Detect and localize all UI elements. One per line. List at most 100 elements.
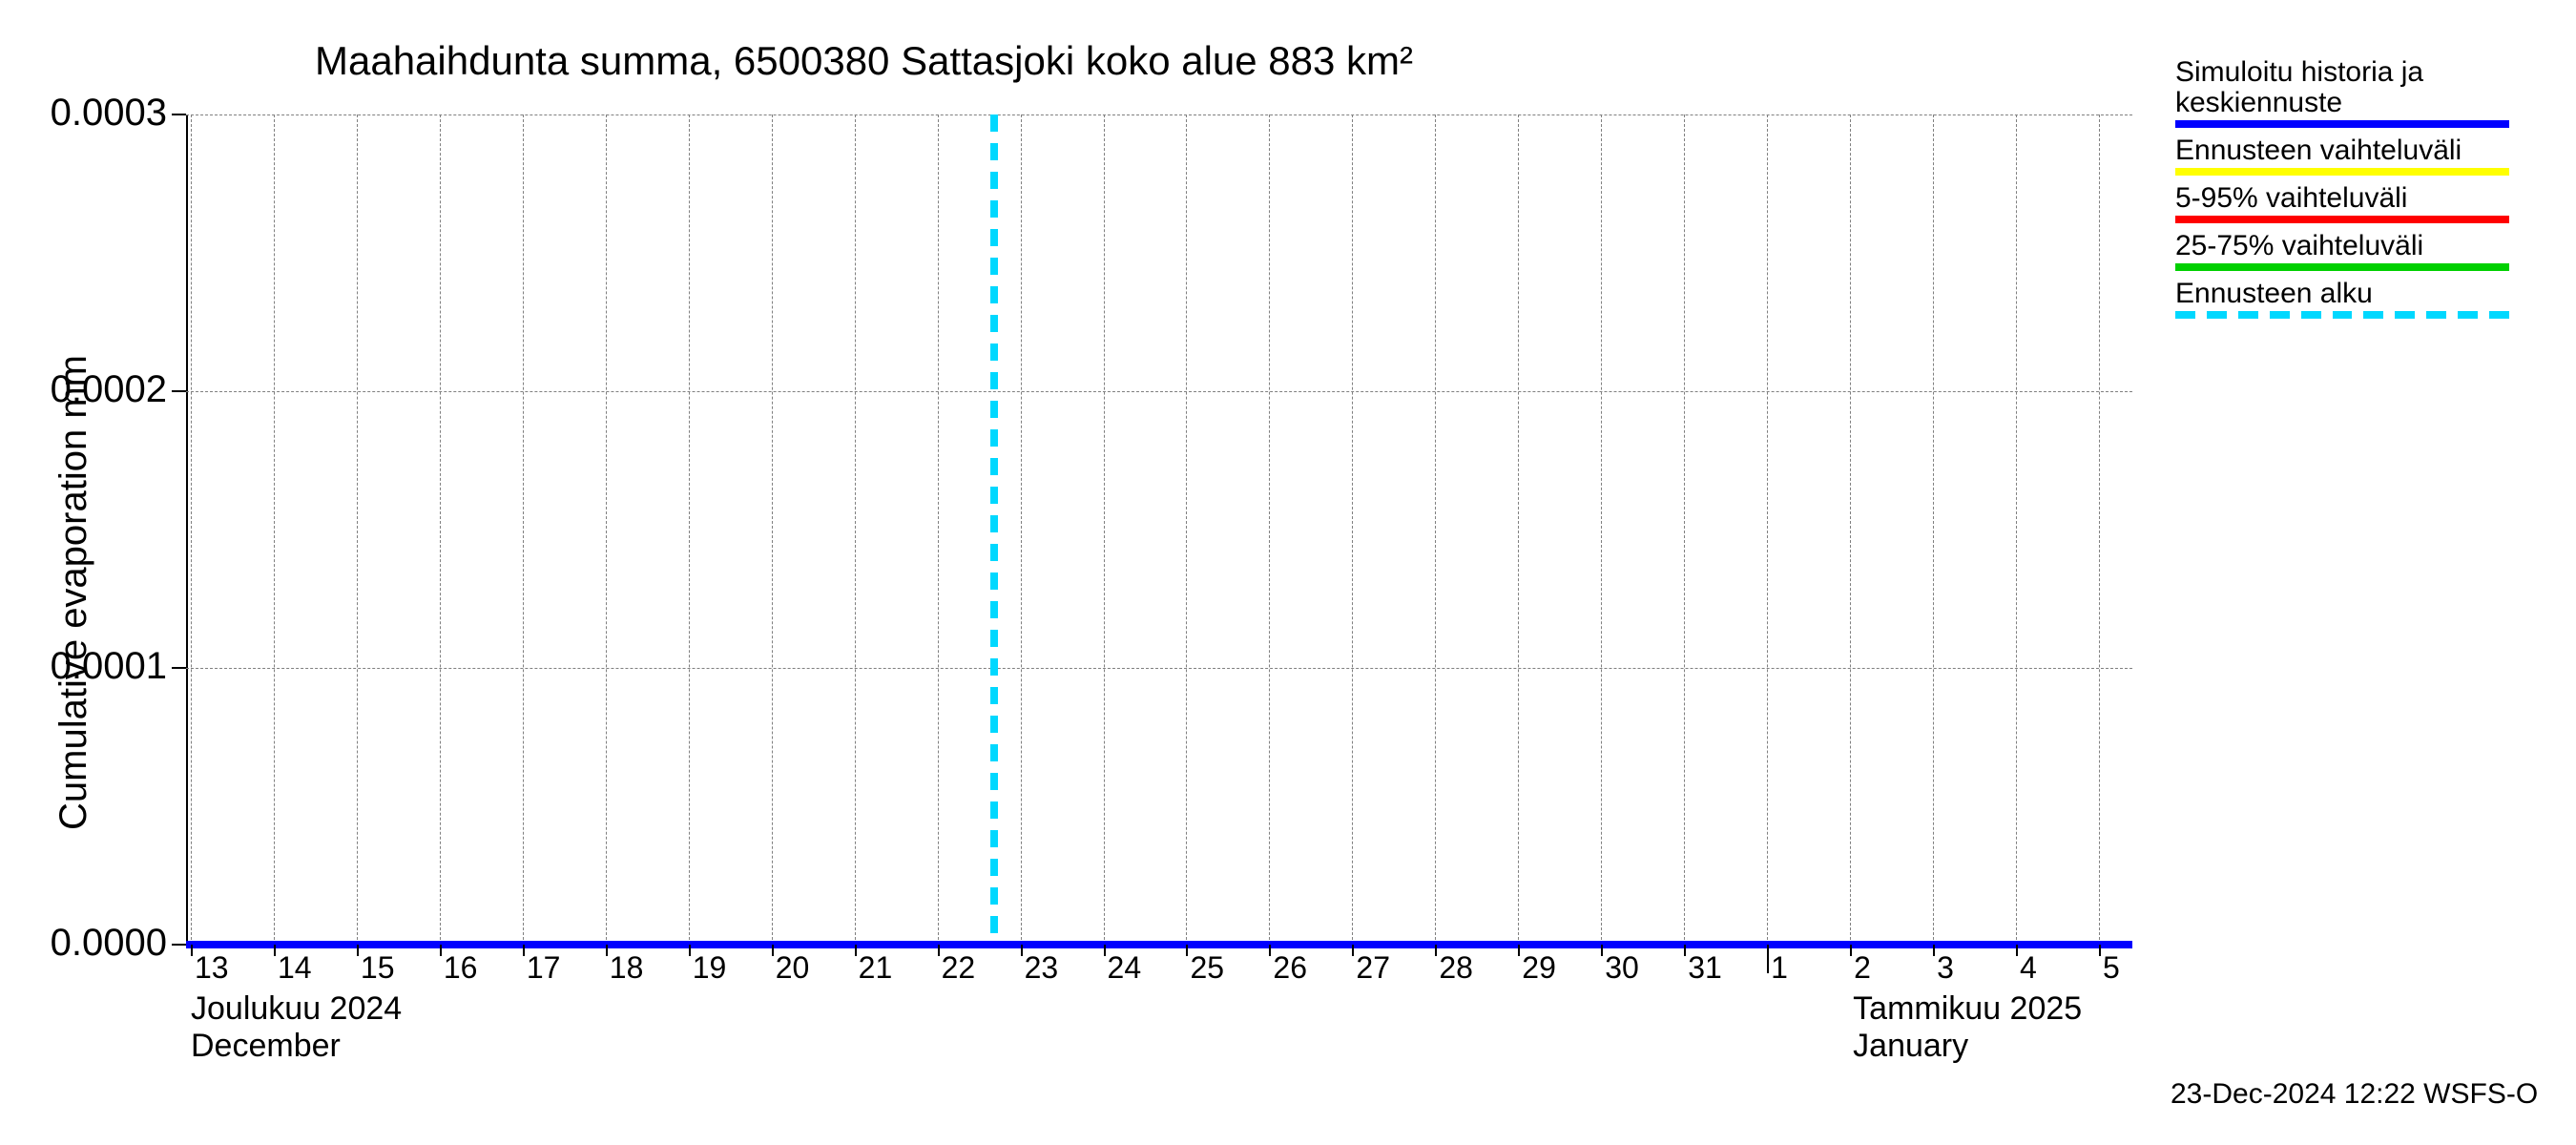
- x-tick: [1021, 945, 1023, 956]
- forecast-start-marker: [990, 114, 998, 945]
- x-tick-label: 20: [776, 950, 810, 986]
- x-tick: [1435, 945, 1437, 956]
- y-axis-line: [186, 114, 188, 945]
- gridline-v: [191, 114, 192, 945]
- legend-entry: 5-95% vaihteluväli: [2175, 183, 2509, 223]
- legend-entry: Simuloitu historia jakeskiennuste: [2175, 57, 2509, 128]
- x-axis-month-right: Tammikuu 2025January: [1853, 990, 2082, 1065]
- chart-container: Maahaihdunta summa, 6500380 Sattasjoki k…: [0, 0, 2576, 1145]
- gridline-v: [1435, 114, 1436, 945]
- legend-entry: Ennusteen alku: [2175, 279, 2509, 319]
- gridline-v: [523, 114, 524, 945]
- x-axis-month-left: Joulukuu 2024December: [191, 990, 402, 1065]
- legend-entry: Ennusteen vaihteluväli: [2175, 135, 2509, 176]
- gridline-v: [1601, 114, 1602, 945]
- x-tick-label: 25: [1190, 950, 1224, 986]
- x-tick: [357, 945, 359, 956]
- legend-swatch: [2175, 311, 2509, 319]
- x-tick-label: 2: [1854, 950, 1871, 986]
- x-tick-label: 13: [195, 950, 229, 986]
- x-tick-label: 14: [278, 950, 312, 986]
- legend-swatch: [2175, 120, 2509, 128]
- x-tick-label: 5: [2103, 950, 2120, 986]
- y-tick: [172, 667, 186, 669]
- x-tick-label: 27: [1356, 950, 1390, 986]
- x-tick: [938, 945, 940, 956]
- legend-label: Simuloitu historia jakeskiennuste: [2175, 57, 2509, 118]
- gridline-h: [186, 391, 2132, 392]
- x-tick: [1104, 945, 1106, 956]
- y-tick: [172, 114, 186, 115]
- x-tick: [1933, 945, 1935, 956]
- gridline-v: [1767, 114, 1768, 945]
- gridline-v: [772, 114, 773, 945]
- x-tick-label: 16: [444, 950, 478, 986]
- plot-area: [186, 114, 2132, 945]
- footer-timestamp: 23-Dec-2024 12:22 WSFS-O: [2171, 1078, 2538, 1111]
- x-tick: [1850, 945, 1852, 956]
- legend-label: Ennusteen alku: [2175, 279, 2509, 309]
- y-tick: [172, 390, 186, 392]
- y-tick-label: 0.0001: [43, 645, 167, 688]
- x-tick: [1601, 945, 1603, 956]
- gridline-v: [1104, 114, 1105, 945]
- gridline-v: [2016, 114, 2017, 945]
- x-tick-label: 3: [1937, 950, 1954, 986]
- legend-swatch: [2175, 263, 2509, 271]
- gridline-v: [1352, 114, 1353, 945]
- legend: Simuloitu historia jakeskiennuste Ennuste…: [2175, 57, 2509, 326]
- gridline-v: [2099, 114, 2100, 945]
- gridline-v: [274, 114, 275, 945]
- legend-swatch: [2175, 168, 2509, 176]
- x-tick: [1269, 945, 1271, 956]
- x-tick-label: 26: [1273, 950, 1307, 986]
- gridline-v: [938, 114, 939, 945]
- x-tick-label: 29: [1522, 950, 1556, 986]
- gridline-v: [1850, 114, 1851, 945]
- x-tick-label: 18: [610, 950, 644, 986]
- x-tick-label: 23: [1025, 950, 1059, 986]
- x-tick: [274, 945, 276, 956]
- legend-label: 25-75% vaihteluväli: [2175, 231, 2509, 261]
- gridline-v: [357, 114, 358, 945]
- y-tick-label: 0.0002: [43, 368, 167, 411]
- x-tick-label: 31: [1688, 950, 1722, 986]
- x-tick: [772, 945, 774, 956]
- gridline-v: [855, 114, 856, 945]
- gridline-h: [186, 114, 2132, 115]
- x-tick: [606, 945, 608, 956]
- gridline-v: [689, 114, 690, 945]
- x-tick-label: 17: [527, 950, 561, 986]
- x-tick-label: 28: [1439, 950, 1473, 986]
- gridline-v: [1021, 114, 1022, 945]
- x-tick: [1518, 945, 1520, 956]
- x-tick-label: 30: [1605, 950, 1639, 986]
- legend-entry: 25-75% vaihteluväli: [2175, 231, 2509, 271]
- chart-title: Maahaihdunta summa, 6500380 Sattasjoki k…: [315, 38, 1413, 84]
- x-tick: [440, 945, 442, 956]
- legend-label: 5-95% vaihteluväli: [2175, 183, 2509, 214]
- gridline-v: [1518, 114, 1519, 945]
- x-tick: [1186, 945, 1188, 956]
- x-tick-label: 19: [693, 950, 727, 986]
- x-tick: [2016, 945, 2018, 956]
- y-tick-label: 0.0000: [43, 922, 167, 965]
- x-tick: [855, 945, 857, 956]
- x-tick-label: 24: [1108, 950, 1142, 986]
- x-tick-label: 4: [2020, 950, 2037, 986]
- gridline-v: [440, 114, 441, 945]
- x-tick: [689, 945, 691, 956]
- x-tick: [191, 945, 193, 956]
- legend-label: Ennusteen vaihteluväli: [2175, 135, 2509, 166]
- gridline-v: [1684, 114, 1685, 945]
- y-tick-label: 0.0003: [43, 92, 167, 135]
- y-tick: [172, 944, 186, 946]
- x-tick: [523, 945, 525, 956]
- x-tick-month: [1767, 945, 1769, 973]
- x-tick: [1352, 945, 1354, 956]
- gridline-v: [606, 114, 607, 945]
- x-tick-label: 22: [942, 950, 976, 986]
- gridline-v: [1933, 114, 1934, 945]
- gridline-v: [1186, 114, 1187, 945]
- x-tick: [2099, 945, 2101, 956]
